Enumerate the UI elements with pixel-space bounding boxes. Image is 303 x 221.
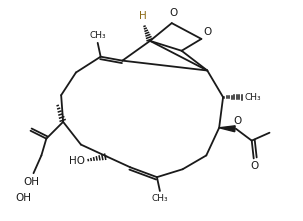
Text: CH₃: CH₃	[245, 93, 261, 102]
Polygon shape	[219, 126, 235, 132]
Text: CH₃: CH₃	[89, 31, 106, 40]
Text: HO: HO	[69, 156, 85, 166]
Text: O: O	[203, 27, 211, 37]
Text: O: O	[234, 116, 242, 126]
Text: O: O	[170, 8, 178, 18]
Text: O: O	[251, 161, 259, 171]
Text: H: H	[139, 11, 147, 21]
Text: CH₃: CH₃	[152, 194, 168, 203]
Text: OH: OH	[24, 177, 39, 187]
Text: OH: OH	[16, 193, 32, 203]
